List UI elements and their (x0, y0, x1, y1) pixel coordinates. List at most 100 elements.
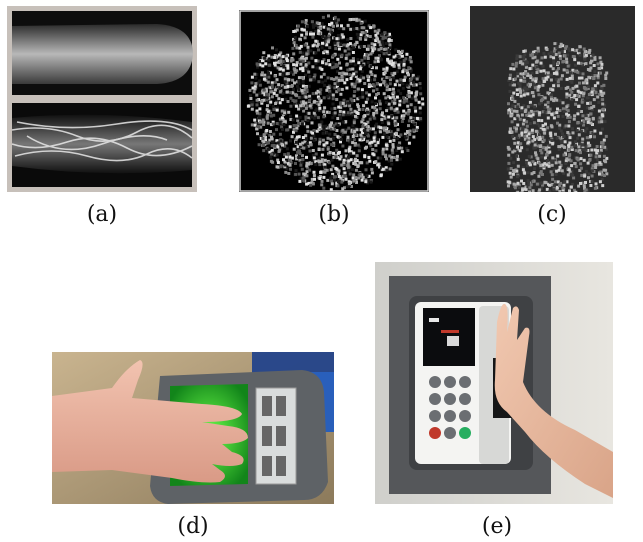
speckle-dot (298, 46, 302, 50)
speckle-dot (361, 91, 365, 95)
speckle-dot (508, 130, 512, 134)
speckle-dot (340, 75, 344, 79)
speckle-dot (388, 96, 392, 100)
speckle-dot (601, 114, 605, 118)
speckle-dot (349, 48, 353, 52)
speckle-dot (578, 149, 582, 153)
speckle-dot (265, 96, 269, 100)
speckle-dot (388, 46, 392, 50)
speckle-dot (558, 45, 562, 49)
speckle-dot (268, 71, 272, 75)
speckle-dot (386, 57, 390, 61)
speckle-dot (253, 118, 257, 122)
speckle-dot (547, 164, 551, 168)
speckle-dot (398, 52, 402, 56)
speckle-dot (590, 180, 594, 184)
speckle-dot (381, 135, 385, 139)
speckle-dot (414, 98, 418, 102)
speckle-dot (322, 96, 326, 100)
speckle-dot (262, 51, 266, 55)
speckle-dot (516, 74, 520, 78)
speckle-dot (345, 78, 349, 82)
speckle-dot (297, 122, 301, 125)
speckle-dot (265, 116, 269, 120)
speckle-dot (588, 143, 592, 147)
speckle-dot (326, 94, 330, 98)
speckle-dot (335, 129, 339, 132)
speckle-dot (345, 44, 349, 48)
speckle-dot (300, 107, 304, 110)
speckle-dot (392, 91, 396, 95)
speckle-dot (565, 95, 569, 99)
speckle-dot (288, 125, 292, 129)
speckle-dot (562, 183, 566, 187)
speckle-dot (254, 121, 258, 125)
speckle-dot (523, 86, 527, 90)
speckle-dot (392, 138, 396, 142)
speckle-dot (398, 99, 402, 103)
speckle-dot (533, 161, 537, 165)
speckle-dot (523, 53, 527, 57)
finger-pattern-speckle (506, 42, 609, 192)
speckle-dot (417, 75, 420, 79)
speckle-dot (526, 171, 530, 175)
speckle-dot (537, 93, 541, 97)
speckle-dot (369, 180, 373, 184)
speckle-dot (351, 59, 355, 63)
speckle-dot (565, 77, 569, 81)
speckle-dot (403, 132, 407, 136)
speckle-dot (605, 172, 609, 176)
speckle-dot (267, 71, 271, 75)
speckle-dot (301, 100, 305, 104)
caption-c: (c) (537, 202, 567, 227)
speckle-dot (539, 149, 543, 152)
speckle-dot (276, 158, 280, 162)
speckle-dot (521, 128, 525, 132)
speckle-dot (376, 137, 380, 141)
speckle-dot (403, 69, 407, 73)
speckle-dot (319, 88, 323, 92)
speckle-dot (367, 156, 371, 159)
speckle-dot (592, 77, 596, 80)
speckle-dot (604, 73, 608, 77)
speckle-dot (563, 54, 567, 58)
speckle-dot (315, 129, 319, 133)
speckle-dot (381, 152, 385, 156)
speckle-dot (346, 164, 350, 167)
speckle-dot (401, 117, 405, 120)
speckle-dot (522, 60, 526, 64)
speckle-dot (315, 66, 319, 70)
speckle-dot (600, 87, 604, 91)
speckle-dot (305, 170, 309, 174)
speckle-dot (509, 156, 513, 160)
speckle-dot (546, 75, 550, 79)
speckle-dot (291, 98, 295, 102)
speckle-dot (570, 92, 573, 96)
speckle-dot (354, 72, 358, 76)
speckle-dot (361, 31, 365, 35)
speckle-dot (522, 118, 526, 122)
speckle-dot (510, 113, 514, 117)
speckle-dot (364, 35, 368, 39)
speckle-dot (334, 122, 338, 126)
speckle-dot (529, 109, 533, 113)
keypad-key (444, 393, 456, 405)
speckle-dot (301, 51, 305, 55)
speckle-dot (354, 114, 357, 118)
speckle-dot (555, 185, 559, 189)
speckle-dot (529, 80, 533, 84)
speckle-dot (523, 49, 527, 53)
speckle-dot (568, 189, 571, 192)
speckle-dot (352, 99, 356, 102)
speckle-dot (359, 44, 363, 48)
speckle-dot (394, 131, 398, 135)
speckle-dot (374, 33, 378, 37)
speckle-dot (273, 88, 277, 92)
speckle-dot (348, 104, 352, 108)
speckle-dot (266, 149, 270, 153)
speckle-dot (301, 104, 305, 108)
speckle-dot (414, 93, 418, 97)
speckle-dot (513, 77, 517, 81)
speckle-dot (511, 81, 515, 85)
speckle-dot (555, 136, 559, 140)
